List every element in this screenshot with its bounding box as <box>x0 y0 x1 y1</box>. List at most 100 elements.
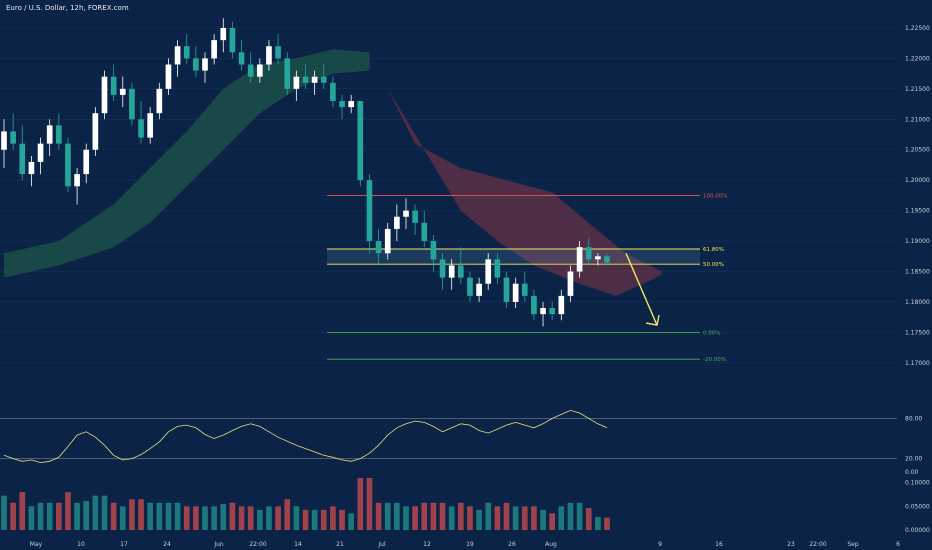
time-tick-3: 24 <box>163 541 171 548</box>
candle-51 <box>467 271 473 302</box>
candle-43 <box>394 204 400 242</box>
volume-bar-15 <box>138 499 144 530</box>
candle-61 <box>558 289 565 321</box>
volume-tick-2: 0.00000 <box>905 527 930 534</box>
volume-bar-27 <box>247 506 254 530</box>
volume-bar-31 <box>284 499 291 530</box>
candle-66 <box>604 254 610 266</box>
volume-bar-40 <box>366 478 373 530</box>
volume-bar-42 <box>384 502 391 530</box>
candle-18 <box>165 58 172 95</box>
time-tick-6: 14 <box>294 541 302 548</box>
candle-62 <box>567 265 574 302</box>
volume-bar-65 <box>595 516 601 530</box>
candle-34 <box>311 70 318 95</box>
time-tick-18: 6 <box>896 541 900 548</box>
osc-tick-0: 80.00 <box>905 415 922 422</box>
volume-bar-38 <box>348 513 355 530</box>
volume-bar-61 <box>558 506 565 530</box>
time-axis[interactable]: May 10 17 24 Jun 22:00 14 21 Jul 12 19 26 Aug 9 16 23 22… <box>30 541 900 548</box>
projection-arrow[interactable] <box>625 252 660 326</box>
volume-bar-46 <box>421 502 428 530</box>
candle-22 <box>202 52 208 83</box>
candle-40 <box>366 174 373 254</box>
arrow-shaft[interactable] <box>625 252 658 326</box>
volume-bar-43 <box>394 502 400 530</box>
volume-bar-19 <box>174 502 181 530</box>
candle-37 <box>339 94 345 120</box>
price-axis[interactable]: 1.22500 1.22000 1.21500 1.21000 1.20500 1.200… <box>905 25 930 367</box>
volume-bar-63 <box>576 502 583 530</box>
candle-0 <box>1 119 7 169</box>
price-tick-3: 1.21000 <box>905 116 930 123</box>
ichimoku-cloud <box>4 49 662 296</box>
time-tick-11: 26 <box>508 541 516 548</box>
candle-27 <box>247 52 254 83</box>
time-tick-9: 12 <box>423 541 431 548</box>
volume-bar-23 <box>211 506 217 530</box>
volume-bar-11 <box>101 495 108 530</box>
volume-bar-52 <box>476 509 482 530</box>
price-tick-2: 1.21500 <box>905 86 930 93</box>
time-tick-13: 9 <box>658 541 662 548</box>
volume-bar-60 <box>549 513 556 530</box>
candle-55 <box>503 271 510 309</box>
candle-19 <box>174 40 181 77</box>
time-tick-8: Jul <box>377 541 386 548</box>
volume-bar-24 <box>220 504 227 530</box>
volume-bar-29 <box>266 506 272 530</box>
fib-zone-fill <box>327 248 700 265</box>
volume-bar-37 <box>339 509 345 530</box>
volume-bar-30 <box>275 506 281 530</box>
volume-bar-58 <box>531 506 537 530</box>
candle-7 <box>65 137 71 193</box>
candle-38 <box>348 94 355 114</box>
volume-bar-64 <box>585 508 592 530</box>
candle-4 <box>37 137 44 175</box>
candle-65 <box>595 253 601 266</box>
volume-pane: 0.10000 0.05000 0.00000 <box>1 478 930 534</box>
candlesticks <box>1 18 610 327</box>
oscillator-pane: 80.00 20.00 0.00 <box>0 409 922 476</box>
volume-bar-0 <box>1 495 7 530</box>
volume-bar-26 <box>238 506 245 530</box>
candle-6 <box>55 113 62 150</box>
volume-bar-47 <box>430 502 437 530</box>
candle-25 <box>229 21 236 59</box>
price-tick-4: 1.20500 <box>905 147 930 154</box>
price-tick-10: 1.17500 <box>905 329 930 336</box>
price-tick-5: 1.20000 <box>905 177 930 184</box>
time-tick-1: 10 <box>77 541 85 548</box>
volume-tick-1: 0.05000 <box>905 503 930 510</box>
volume-bar-36 <box>330 506 336 530</box>
candle-33 <box>302 64 309 89</box>
volume-bar-7 <box>65 492 71 530</box>
time-tick-17: Sep <box>847 541 859 548</box>
volume-bar-8 <box>74 502 80 530</box>
time-tick-16: 22:00 <box>809 541 826 548</box>
time-tick-14: 16 <box>715 541 723 548</box>
candle-31 <box>284 52 291 95</box>
candle-48 <box>439 253 446 290</box>
volume-bar-48 <box>439 502 446 530</box>
volume-bar-33 <box>302 509 309 530</box>
volume-bar-1 <box>10 502 16 530</box>
candle-12 <box>110 64 117 102</box>
candle-26 <box>238 40 245 71</box>
candle-35 <box>320 64 327 89</box>
volume-bar-34 <box>311 509 318 530</box>
osc-tick-2: 0.00 <box>905 469 919 476</box>
volume-bar-9 <box>83 501 90 530</box>
price-tick-1: 1.22000 <box>905 55 930 62</box>
volume-bar-14 <box>129 499 135 530</box>
candle-16 <box>147 107 154 144</box>
candle-29 <box>266 40 272 71</box>
price-tick-6: 1.19500 <box>905 208 930 215</box>
candle-57 <box>521 271 528 302</box>
candle-24 <box>220 18 227 53</box>
candle-47 <box>430 234 437 272</box>
candle-54 <box>494 253 501 284</box>
volume-bar-22 <box>202 506 208 530</box>
